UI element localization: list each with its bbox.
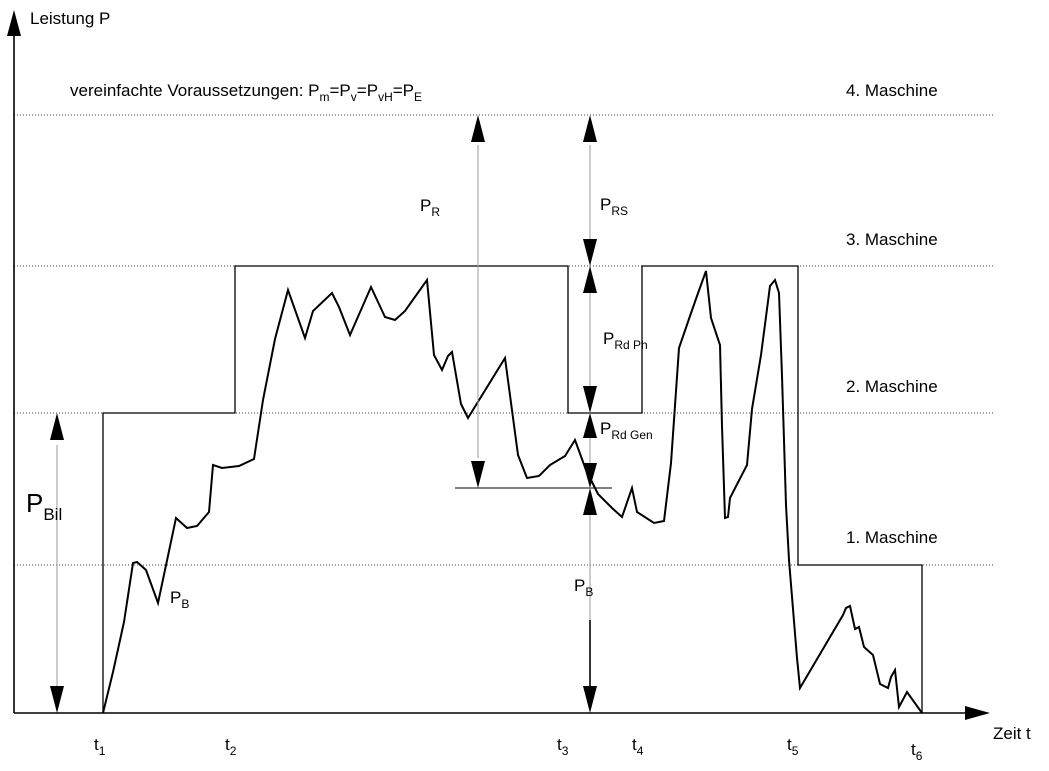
p-bil-label: PBil bbox=[26, 488, 62, 524]
p-rs-label: PRS bbox=[600, 195, 628, 218]
p-rd-ph-arrowhead-top bbox=[583, 266, 597, 293]
p-r-arrowhead-bottom bbox=[471, 461, 485, 488]
p-rs-arrowhead-top bbox=[583, 115, 597, 142]
installed-capacity-step-line bbox=[102, 265, 923, 713]
p-rd-gen-arrowhead-bottom bbox=[583, 463, 597, 488]
p-bil-arrowhead-top bbox=[50, 413, 64, 440]
time-mark-t2: t2 bbox=[225, 735, 237, 758]
time-mark-t5: t5 bbox=[787, 735, 799, 758]
simplified-assumptions-note: vereinfachte Voraussetzungen: Pm=Pv=PvH=… bbox=[70, 81, 422, 104]
time-mark-t6: t6 bbox=[911, 740, 923, 763]
p-rd-gen-label: PRd Gen bbox=[600, 419, 653, 442]
p-r-arrowhead-top bbox=[471, 115, 485, 142]
p-rd-gen-arrowhead-top bbox=[583, 413, 597, 438]
time-mark-t1: t1 bbox=[94, 735, 106, 758]
p-bil-arrowhead-bottom bbox=[50, 686, 64, 713]
load-curve-pb bbox=[102, 270, 923, 714]
y-axis-arrowhead bbox=[7, 10, 21, 36]
level-label-3: 3. Maschine bbox=[846, 230, 938, 249]
p-r-label: PR bbox=[420, 196, 440, 219]
level-label-2: 2. Maschine bbox=[846, 377, 938, 396]
x-axis-arrowhead bbox=[965, 706, 990, 720]
time-mark-t4: t4 bbox=[632, 735, 644, 758]
machine-level-lines bbox=[14, 114, 994, 566]
level-label-1: 1. Maschine bbox=[846, 528, 938, 547]
p-rd-ph-label: PRd Ph bbox=[603, 329, 648, 352]
p-rs-arrowhead-bottom bbox=[583, 239, 597, 266]
p-b-label-right: PB bbox=[574, 576, 593, 599]
time-mark-t3: t3 bbox=[557, 735, 569, 758]
y-axis-label: Leistung P bbox=[30, 9, 110, 28]
x-axis-label: Zeit t bbox=[993, 724, 1031, 743]
p-b-label-left: PB bbox=[170, 588, 189, 611]
p-rd-ph-arrowhead-bottom bbox=[583, 386, 597, 413]
p-b-arrowhead-upper bbox=[583, 488, 597, 515]
p-b-arrowhead-lower bbox=[583, 686, 597, 713]
level-label-4: 4. Maschine bbox=[846, 81, 938, 100]
